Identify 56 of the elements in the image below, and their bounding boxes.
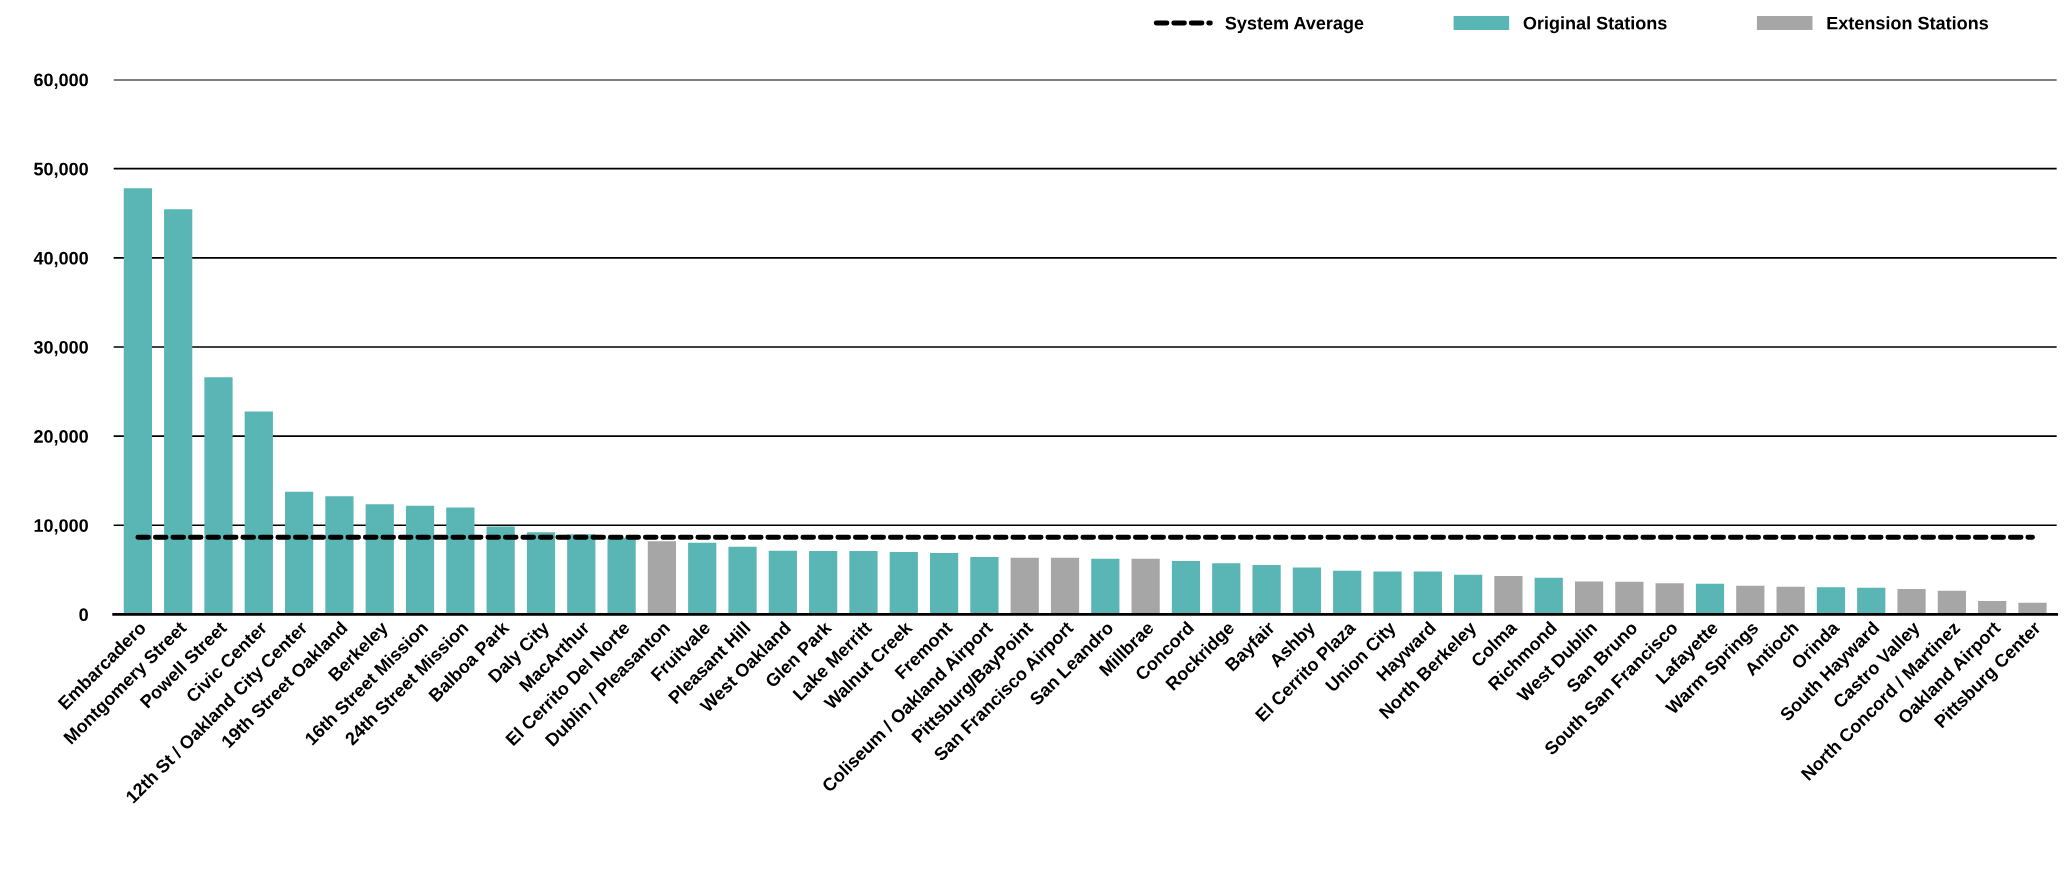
bar — [1776, 586, 1805, 615]
bar — [809, 551, 838, 615]
legend-label: Extension Stations — [1827, 16, 1989, 30]
bar — [1655, 583, 1684, 615]
bar — [1816, 587, 1846, 615]
y-tick-label: 10,000 — [34, 519, 88, 535]
bar — [1857, 587, 1886, 615]
bar — [970, 556, 999, 615]
bar — [1010, 557, 1039, 615]
bar — [647, 541, 677, 615]
y-tick-label: 0 — [79, 608, 88, 622]
bar — [486, 526, 515, 615]
bar — [405, 505, 435, 615]
bar — [728, 546, 757, 615]
y-tick-label: 40,000 — [33, 251, 88, 268]
bar — [1131, 558, 1160, 615]
y-tick-label: 60,000 — [34, 73, 88, 89]
bar — [1292, 567, 1321, 615]
bar — [526, 532, 556, 615]
y-tick-label: 30,000 — [33, 340, 88, 357]
bar — [1333, 570, 1362, 615]
bar — [1050, 557, 1080, 615]
y-tick-label: 50,000 — [34, 162, 88, 179]
bar — [1212, 563, 1241, 615]
bar — [1695, 583, 1725, 615]
bar — [567, 534, 596, 615]
bar — [1252, 564, 1281, 615]
bar — [889, 551, 918, 615]
bar — [365, 504, 394, 615]
bar — [1171, 560, 1201, 615]
bar — [204, 377, 233, 615]
bar — [244, 411, 273, 615]
bar — [1454, 574, 1483, 615]
bar — [164, 209, 193, 615]
bar — [929, 552, 959, 615]
legend-label: Original Stations — [1523, 16, 1667, 34]
bar — [688, 542, 717, 615]
bar — [1615, 581, 1644, 615]
bar — [1897, 588, 1926, 615]
bar — [1937, 590, 1966, 615]
legend-label: System Average — [1225, 16, 1364, 34]
y-tick-label: 20,000 — [34, 430, 88, 446]
bar — [1494, 576, 1523, 615]
bar — [325, 496, 354, 615]
bar — [768, 550, 797, 615]
bar — [1736, 585, 1765, 615]
bar — [1534, 577, 1563, 615]
bar — [1574, 581, 1604, 615]
bar — [1373, 571, 1402, 615]
bar — [285, 491, 314, 615]
bar — [1091, 558, 1120, 615]
bar — [123, 188, 152, 615]
bar — [446, 507, 475, 615]
bar — [607, 537, 636, 615]
bar — [849, 551, 878, 615]
bar — [1413, 571, 1442, 615]
